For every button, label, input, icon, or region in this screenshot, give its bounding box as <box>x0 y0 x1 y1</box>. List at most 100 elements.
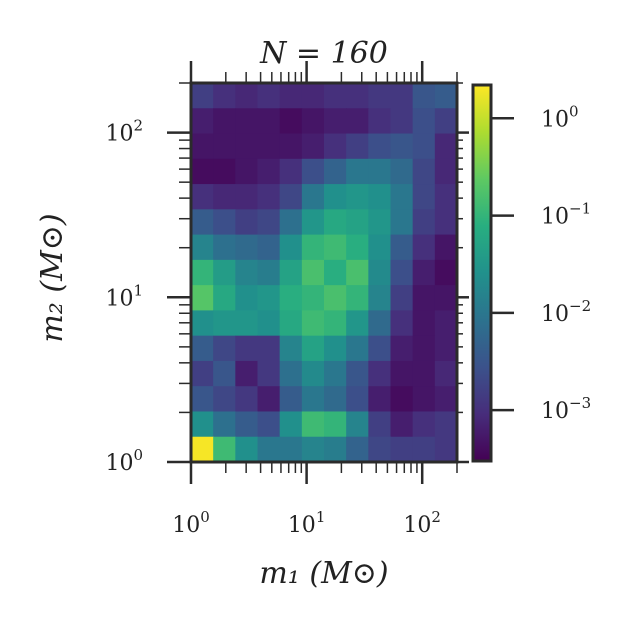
heatmap-cell <box>235 259 259 286</box>
heatmap-cell <box>346 234 369 261</box>
heatmap-cell <box>390 360 414 387</box>
heatmap-cell <box>257 234 281 261</box>
heatmap-cell <box>191 209 214 236</box>
heatmap-cell <box>191 335 214 362</box>
heatmap-cell <box>301 209 325 236</box>
heatmap-cell <box>390 133 414 160</box>
heatmap-cell <box>301 386 325 413</box>
heatmap-cell <box>368 360 392 387</box>
heatmap-cell <box>368 285 392 311</box>
heatmap-cell <box>368 335 392 362</box>
heatmap-cell <box>301 234 325 261</box>
heatmap-cell <box>235 158 259 185</box>
heatmap-cell <box>346 386 369 413</box>
colorbar-tick-label: 10−2 <box>541 297 591 327</box>
heatmap-cell <box>368 133 392 160</box>
heatmap-cell <box>257 184 281 210</box>
heatmap-cell <box>434 285 458 311</box>
heatmap-cell <box>301 259 325 286</box>
heatmap-cell <box>390 259 414 286</box>
heatmap-cell <box>324 360 347 387</box>
heatmap-cell <box>412 436 436 463</box>
heatmap-cell <box>301 436 325 463</box>
heatmap-cell <box>324 234 347 261</box>
heatmap-cell <box>412 209 436 236</box>
heatmap-cell <box>191 360 214 387</box>
heatmap-cell <box>257 411 281 438</box>
y-axis-label: m₂ (M⊙) <box>35 213 70 342</box>
x-axis-label: m₁ (M⊙) <box>259 556 388 591</box>
heatmap-cell <box>235 386 259 413</box>
heatmap-cell <box>235 360 259 387</box>
heatmap-cell <box>191 259 214 286</box>
heatmap-cell <box>346 108 369 135</box>
heatmap-cell <box>279 310 303 337</box>
heatmap-cell <box>324 209 347 236</box>
heatmap-cell <box>434 386 458 413</box>
heatmap-cell <box>213 133 236 160</box>
heatmap-cell <box>257 335 281 362</box>
heatmap-cell <box>390 108 414 135</box>
heatmap-cell <box>301 310 325 337</box>
heatmap-cell <box>324 184 347 210</box>
heatmap-cell <box>412 335 436 362</box>
heatmap-cell <box>368 108 392 135</box>
x-tick-label: 101 <box>288 508 326 538</box>
heatmap-cell <box>301 184 325 210</box>
heatmap-cell <box>434 411 458 438</box>
heatmap-cell <box>368 209 392 236</box>
heatmap-cell <box>324 259 347 286</box>
heatmap-cell <box>235 411 259 438</box>
x-axis: 100 101 102 <box>172 61 458 538</box>
heatmap-cell <box>434 259 458 286</box>
heatmap-cell <box>213 436 236 463</box>
heatmap-cell <box>257 360 281 387</box>
colorbar-tick-label: 100 <box>541 102 579 132</box>
heatmap-cell <box>434 234 458 261</box>
heatmap-cell <box>235 335 259 362</box>
heatmap-cell <box>412 158 436 185</box>
heatmap-cell <box>257 158 281 185</box>
heatmap-cell <box>324 310 347 337</box>
heatmap-cell <box>368 386 392 413</box>
heatmap-cell <box>257 436 281 463</box>
heatmap-cell <box>434 133 458 160</box>
heatmap-cell <box>213 285 236 311</box>
heatmap-cell <box>213 234 236 261</box>
heatmap-cell <box>390 310 414 337</box>
heatmap-cell <box>235 436 259 463</box>
heatmap-cell <box>434 108 458 135</box>
heatmap-cell <box>412 386 436 413</box>
heatmap-cell <box>191 234 214 261</box>
heatmap-cell <box>390 411 414 438</box>
heatmap-cell <box>279 386 303 413</box>
heatmap-cell <box>368 259 392 286</box>
heatmap-cell <box>213 411 236 438</box>
heatmap-cell <box>301 285 325 311</box>
heatmap-cell <box>191 158 214 185</box>
x-tick-label: 100 <box>172 508 210 538</box>
heatmap-cell <box>191 285 214 311</box>
y-tick-label: 102 <box>105 117 143 147</box>
heatmap-cell <box>324 411 347 438</box>
heatmap-cell <box>235 133 259 160</box>
heatmap-cell <box>213 310 236 337</box>
heatmap-cell <box>235 108 259 135</box>
y-tick-label: 101 <box>105 281 143 311</box>
heatmap-cell <box>324 436 347 463</box>
heatmap-cell <box>412 411 436 438</box>
heatmap-cell <box>213 158 236 185</box>
heatmap-cell <box>213 83 236 109</box>
heatmap-cell <box>191 386 214 413</box>
heatmap-cell <box>346 285 369 311</box>
heatmap-cell <box>279 184 303 210</box>
heatmap-cell <box>191 83 214 109</box>
heatmap-cell <box>346 83 369 109</box>
heatmap-cell <box>213 360 236 387</box>
heatmap-cell <box>235 285 259 311</box>
heatmap-cell <box>412 133 436 160</box>
heatmap-cell <box>390 436 414 463</box>
heatmap-cell <box>279 158 303 185</box>
heatmap-cell <box>346 411 369 438</box>
